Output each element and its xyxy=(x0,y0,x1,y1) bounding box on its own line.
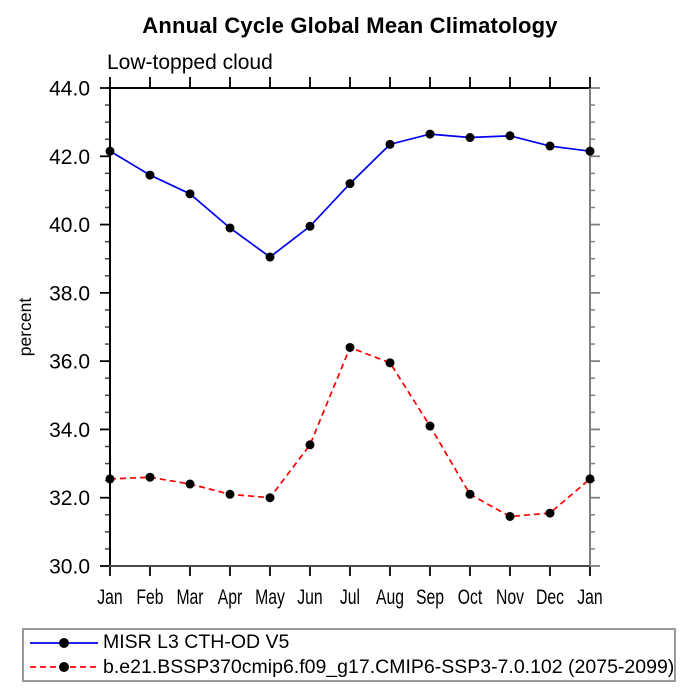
y-tick-label: 34.0 xyxy=(49,419,90,442)
x-tick-label: Dec xyxy=(536,585,564,609)
legend-item-model: b.e21.BSSP370cmip6.f09_g17.CMIP6-SSP3-7.… xyxy=(24,656,674,679)
y-axis-title: percent xyxy=(15,298,35,357)
chart-subtitle: Low-topped cloud xyxy=(107,51,273,74)
data-point-model xyxy=(585,474,595,484)
data-point-model xyxy=(105,474,115,484)
chart-title: Annual Cycle Global Mean Climatology xyxy=(142,13,558,38)
y-tick-label: 36.0 xyxy=(49,351,90,374)
legend-line-sample-solid xyxy=(30,637,98,648)
data-point-model xyxy=(305,440,315,450)
data-point-model xyxy=(465,489,475,499)
y-tick-label: 38.0 xyxy=(49,282,90,305)
data-point-obs xyxy=(545,141,555,151)
x-tick-label: Jan xyxy=(97,585,122,609)
data-point-model xyxy=(185,479,195,489)
y-tick-label: 44.0 xyxy=(49,78,90,101)
x-tick-label: May xyxy=(255,585,285,609)
legend-label-model: b.e21.BSSP370cmip6.f09_g17.CMIP6-SSP3-7.… xyxy=(103,655,675,678)
legend-marker-dot xyxy=(59,662,69,673)
legend-box: MISR L3 CTH-OD V5 b.e21.BSSP370cmip6.f09… xyxy=(22,628,676,682)
data-point-obs xyxy=(145,170,155,180)
y-tick-label: 30.0 xyxy=(49,556,90,579)
y-tick-label: 40.0 xyxy=(49,214,90,237)
data-point-obs xyxy=(345,179,355,189)
legend-label-obs: MISR L3 CTH-OD V5 xyxy=(103,631,290,654)
data-point-model xyxy=(545,508,555,518)
x-tick-label: Jan xyxy=(577,585,602,609)
y-tick-label: 32.0 xyxy=(49,487,90,510)
data-point-obs xyxy=(385,139,395,149)
legend-marker-dot xyxy=(59,637,69,648)
legend-item-obs: MISR L3 CTH-OD V5 xyxy=(24,631,674,654)
x-tick-label: Jun xyxy=(297,585,322,609)
data-point-model xyxy=(345,342,355,352)
data-point-model xyxy=(505,511,515,521)
series-line-obs xyxy=(109,133,591,259)
data-point-obs xyxy=(265,252,275,262)
x-tick-label: Mar xyxy=(176,585,203,609)
x-tick-label: Nov xyxy=(496,585,525,609)
data-point-obs xyxy=(465,133,475,143)
series-line-model xyxy=(109,346,591,518)
data-point-model xyxy=(385,358,395,368)
data-point-obs xyxy=(225,223,235,233)
x-tick-label: Sep xyxy=(416,585,444,609)
x-tick-label: Apr xyxy=(218,585,243,609)
legend-line-sample-dashed xyxy=(30,662,98,673)
y-tick-label: 42.0 xyxy=(49,146,90,169)
x-tick-label: Oct xyxy=(458,585,483,609)
data-point-obs xyxy=(105,146,115,156)
data-point-model xyxy=(225,489,235,499)
data-point-model xyxy=(145,472,155,482)
x-tick-label: Feb xyxy=(136,585,163,609)
x-tick-label: Aug xyxy=(376,585,404,609)
plot-area: 30.0 32.0 34.0 36.0 38.0 40.0 42.0 44.0 Jan Feb Ma… xyxy=(15,77,603,609)
data-point-obs xyxy=(505,131,515,141)
x-tick-label: Jul xyxy=(340,585,360,609)
data-point-model xyxy=(425,421,435,431)
data-point-obs xyxy=(185,189,195,199)
data-point-obs xyxy=(585,146,595,156)
data-point-obs xyxy=(425,129,435,139)
data-point-obs xyxy=(305,221,315,231)
data-point-model xyxy=(265,493,275,503)
